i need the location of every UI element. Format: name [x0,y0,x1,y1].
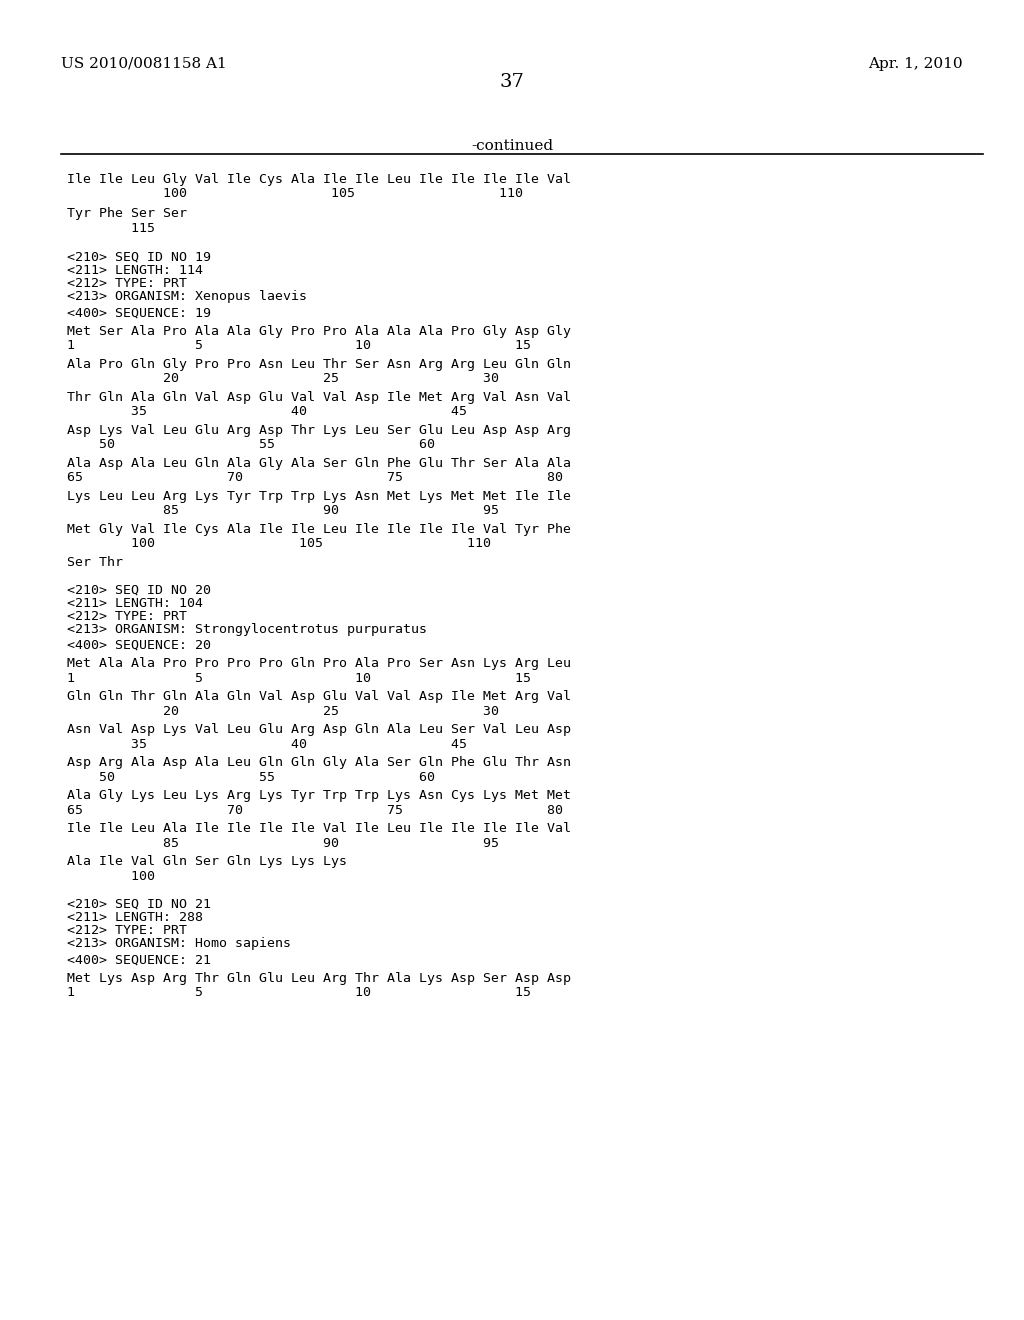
Text: 85                  90                  95: 85 90 95 [67,504,499,517]
Text: 35                  40                  45: 35 40 45 [67,405,467,418]
Text: 65                  70                  75                  80: 65 70 75 80 [67,804,562,817]
Text: 100                  105                  110: 100 105 110 [67,187,522,201]
Text: Met Ser Ala Pro Ala Ala Gly Pro Pro Ala Ala Ala Pro Gly Asp Gly: Met Ser Ala Pro Ala Ala Gly Pro Pro Ala … [67,325,570,338]
Text: 85                  90                  95: 85 90 95 [67,837,499,850]
Text: Apr. 1, 2010: Apr. 1, 2010 [868,57,963,71]
Text: <210> SEQ ID NO 20: <210> SEQ ID NO 20 [67,583,211,597]
Text: <212> TYPE: PRT: <212> TYPE: PRT [67,924,186,937]
Text: 37: 37 [500,73,524,91]
Text: Asp Arg Ala Asp Ala Leu Gln Gln Gly Ala Ser Gln Phe Glu Thr Asn: Asp Arg Ala Asp Ala Leu Gln Gln Gly Ala … [67,756,570,770]
Text: Met Ala Ala Pro Pro Pro Pro Gln Pro Ala Pro Ser Asn Lys Arg Leu: Met Ala Ala Pro Pro Pro Pro Gln Pro Ala … [67,657,570,671]
Text: Gln Gln Thr Gln Ala Gln Val Asp Glu Val Val Asp Ile Met Arg Val: Gln Gln Thr Gln Ala Gln Val Asp Glu Val … [67,690,570,704]
Text: <213> ORGANISM: Xenopus laevis: <213> ORGANISM: Xenopus laevis [67,290,306,304]
Text: <210> SEQ ID NO 21: <210> SEQ ID NO 21 [67,898,211,911]
Text: <212> TYPE: PRT: <212> TYPE: PRT [67,277,186,290]
Text: <212> TYPE: PRT: <212> TYPE: PRT [67,610,186,623]
Text: <213> ORGANISM: Strongylocentrotus purpuratus: <213> ORGANISM: Strongylocentrotus purpu… [67,623,427,636]
Text: -continued: -continued [471,139,553,153]
Text: 115: 115 [67,222,155,235]
Text: Met Lys Asp Arg Thr Gln Glu Leu Arg Thr Ala Lys Asp Ser Asp Asp: Met Lys Asp Arg Thr Gln Glu Leu Arg Thr … [67,972,570,985]
Text: Ser Thr: Ser Thr [67,556,123,569]
Text: <400> SEQUENCE: 19: <400> SEQUENCE: 19 [67,306,211,319]
Text: 65                  70                  75                  80: 65 70 75 80 [67,471,562,484]
Text: 1               5                   10                  15: 1 5 10 15 [67,672,530,685]
Text: <211> LENGTH: 114: <211> LENGTH: 114 [67,264,203,277]
Text: Ile Ile Leu Ala Ile Ile Ile Ile Val Ile Leu Ile Ile Ile Ile Val: Ile Ile Leu Ala Ile Ile Ile Ile Val Ile … [67,822,570,836]
Text: <211> LENGTH: 288: <211> LENGTH: 288 [67,911,203,924]
Text: <211> LENGTH: 104: <211> LENGTH: 104 [67,597,203,610]
Text: Tyr Phe Ser Ser: Tyr Phe Ser Ser [67,207,186,220]
Text: Met Gly Val Ile Cys Ala Ile Ile Leu Ile Ile Ile Ile Val Tyr Phe: Met Gly Val Ile Cys Ala Ile Ile Leu Ile … [67,523,570,536]
Text: 1               5                   10                  15: 1 5 10 15 [67,986,530,999]
Text: 50                  55                  60: 50 55 60 [67,771,434,784]
Text: Ala Pro Gln Gly Pro Pro Asn Leu Thr Ser Asn Arg Arg Leu Gln Gln: Ala Pro Gln Gly Pro Pro Asn Leu Thr Ser … [67,358,570,371]
Text: <213> ORGANISM: Homo sapiens: <213> ORGANISM: Homo sapiens [67,937,291,950]
Text: <400> SEQUENCE: 20: <400> SEQUENCE: 20 [67,639,211,652]
Text: Lys Leu Leu Arg Lys Tyr Trp Trp Lys Asn Met Lys Met Met Ile Ile: Lys Leu Leu Arg Lys Tyr Trp Trp Lys Asn … [67,490,570,503]
Text: Ala Ile Val Gln Ser Gln Lys Lys Lys: Ala Ile Val Gln Ser Gln Lys Lys Lys [67,855,346,869]
Text: Thr Gln Ala Gln Val Asp Glu Val Val Asp Ile Met Arg Val Asn Val: Thr Gln Ala Gln Val Asp Glu Val Val Asp … [67,391,570,404]
Text: 100: 100 [67,870,155,883]
Text: <400> SEQUENCE: 21: <400> SEQUENCE: 21 [67,953,211,966]
Text: <210> SEQ ID NO 19: <210> SEQ ID NO 19 [67,251,211,264]
Text: 1               5                   10                  15: 1 5 10 15 [67,339,530,352]
Text: 50                  55                  60: 50 55 60 [67,438,434,451]
Text: 20                  25                  30: 20 25 30 [67,705,499,718]
Text: Ala Asp Ala Leu Gln Ala Gly Ala Ser Gln Phe Glu Thr Ser Ala Ala: Ala Asp Ala Leu Gln Ala Gly Ala Ser Gln … [67,457,570,470]
Text: Ile Ile Leu Gly Val Ile Cys Ala Ile Ile Leu Ile Ile Ile Ile Val: Ile Ile Leu Gly Val Ile Cys Ala Ile Ile … [67,173,570,186]
Text: 35                  40                  45: 35 40 45 [67,738,467,751]
Text: Asn Val Asp Lys Val Leu Glu Arg Asp Gln Ala Leu Ser Val Leu Asp: Asn Val Asp Lys Val Leu Glu Arg Asp Gln … [67,723,570,737]
Text: Asp Lys Val Leu Glu Arg Asp Thr Lys Leu Ser Glu Leu Asp Asp Arg: Asp Lys Val Leu Glu Arg Asp Thr Lys Leu … [67,424,570,437]
Text: 20                  25                  30: 20 25 30 [67,372,499,385]
Text: Ala Gly Lys Leu Lys Arg Lys Tyr Trp Trp Lys Asn Cys Lys Met Met: Ala Gly Lys Leu Lys Arg Lys Tyr Trp Trp … [67,789,570,803]
Text: US 2010/0081158 A1: US 2010/0081158 A1 [61,57,227,71]
Text: 100                  105                  110: 100 105 110 [67,537,490,550]
